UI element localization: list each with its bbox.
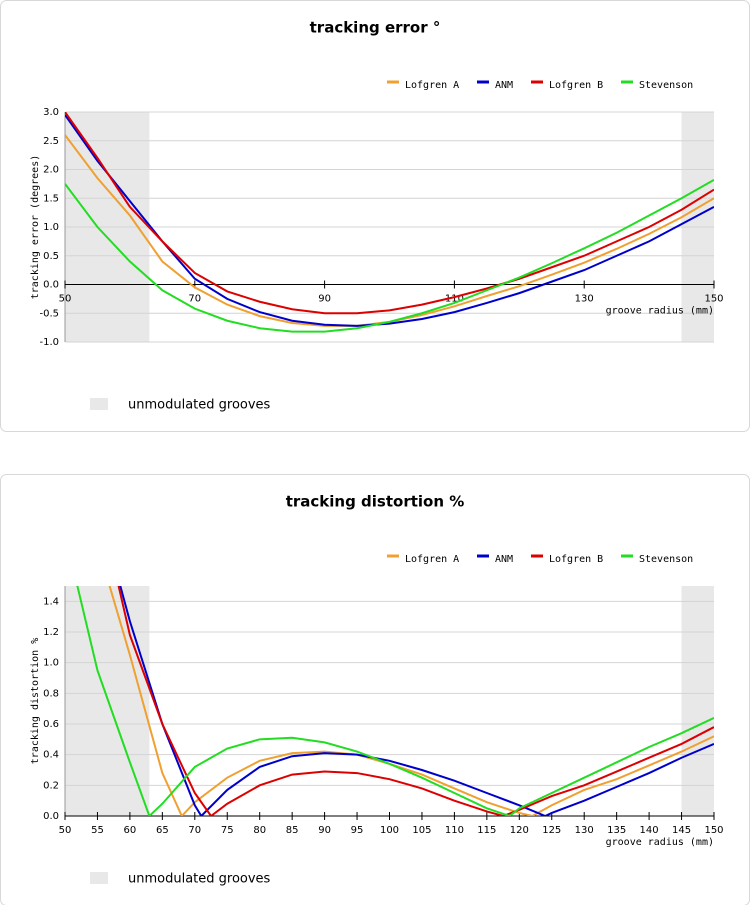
y-tick-label: 1.2	[43, 627, 59, 638]
x-tick-label: 100	[380, 825, 399, 836]
y-tick-label: 0.8	[43, 688, 59, 699]
x-tick-label: 50	[59, 825, 72, 836]
legend-label: Lofgren A	[405, 554, 459, 565]
chart-title: tracking error °	[310, 19, 441, 37]
chart-title: tracking distortion %	[286, 493, 465, 511]
y-tick-label: 2.5	[43, 136, 59, 147]
series-line	[65, 114, 714, 327]
x-tick-label: 90	[318, 294, 331, 305]
series-line	[65, 178, 714, 333]
x-axis-label: groove radius (mm)	[606, 837, 714, 848]
x-tick-label: 75	[221, 825, 234, 836]
x-tick-label: 60	[124, 825, 137, 836]
shade-legend-label: unmodulated grooves	[128, 872, 271, 887]
x-tick-label: 110	[445, 825, 464, 836]
x-tick-label: 145	[672, 825, 691, 836]
y-tick-label: 0.0	[43, 280, 59, 291]
x-tick-label: 140	[640, 825, 659, 836]
chart: tracking distortion % 0.0 0.2 0.4 0.6 0.8 1.0 1…	[0, 474, 750, 905]
x-tick-label: 115	[477, 825, 496, 836]
x-tick-label: 130	[575, 294, 594, 305]
legend-label: Stevenson	[639, 554, 693, 565]
x-tick-label: 70	[188, 825, 201, 836]
y-tick-label: 1.4	[43, 596, 59, 607]
y-tick-label: -0.5	[39, 308, 59, 319]
x-tick-label: 80	[253, 825, 266, 836]
x-tick-label: 55	[91, 825, 104, 836]
x-tick-label: 150	[704, 825, 723, 836]
shade-legend-label: unmodulated grooves	[128, 398, 271, 413]
series-line	[117, 586, 714, 816]
x-tick-label: 150	[704, 294, 723, 305]
shade-legend-swatch	[90, 872, 108, 884]
x-tick-label: 105	[412, 825, 431, 836]
x-tick-label: 125	[542, 825, 561, 836]
x-tick-label: 95	[351, 825, 364, 836]
x-tick-label: 70	[188, 294, 201, 305]
shade-region	[681, 586, 714, 816]
legend-label: Stevenson	[639, 80, 693, 91]
y-tick-label: -1.0	[39, 337, 59, 348]
series-line	[108, 586, 714, 816]
y-tick-label: 0.0	[43, 811, 59, 822]
x-tick-label: 50	[59, 294, 72, 305]
y-tick-label: 0.5	[43, 251, 59, 262]
y-tick-label: 0.2	[43, 780, 59, 791]
x-tick-label: 90	[318, 825, 331, 836]
series-line	[76, 586, 714, 816]
y-tick-label: 1.0	[43, 658, 59, 669]
y-axis-label: tracking distortion %	[30, 638, 41, 764]
x-tick-label: 85	[286, 825, 299, 836]
shade-legend-swatch	[90, 398, 108, 410]
y-tick-label: 0.6	[43, 719, 59, 730]
x-tick-label: 135	[607, 825, 626, 836]
x-tick-label: 120	[510, 825, 529, 836]
series-line	[65, 112, 714, 315]
legend-label: ANM	[495, 554, 513, 565]
y-tick-label: 0.4	[43, 750, 59, 761]
x-axis-label: groove radius (mm)	[606, 306, 714, 317]
legend-label: Lofgren B	[549, 80, 603, 91]
y-tick-label: 1.5	[43, 193, 59, 204]
x-tick-label: 130	[575, 825, 594, 836]
legend-label: ANM	[495, 80, 513, 91]
y-tick-label: 1.0	[43, 222, 59, 233]
chart: tracking error ° -1.0 -0.5 0.0 0.5 1.0 1.5 2.0 2…	[0, 0, 750, 432]
legend-label: Lofgren B	[549, 554, 603, 565]
y-tick-label: 2.0	[43, 165, 59, 176]
legend-label: Lofgren A	[405, 80, 459, 91]
y-axis-label: tracking error (degrees)	[30, 155, 41, 300]
x-tick-label: 110	[445, 294, 464, 305]
y-tick-label: 3.0	[43, 107, 59, 118]
x-tick-label: 65	[156, 825, 169, 836]
series-line	[65, 134, 714, 327]
